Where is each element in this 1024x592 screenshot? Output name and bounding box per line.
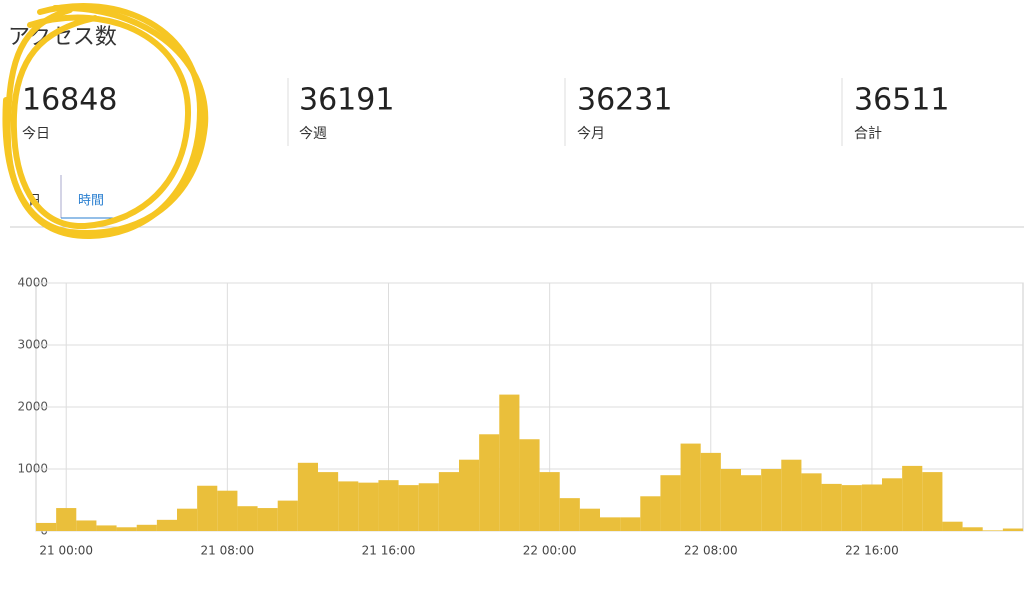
bar <box>217 490 238 531</box>
x-tick-label: 22 00:00 <box>523 544 577 558</box>
bar <box>761 469 782 531</box>
stat-label: 今日 <box>22 126 50 142</box>
y-tick-label: 1000 <box>17 462 48 476</box>
bar <box>136 524 157 531</box>
bar <box>640 496 661 531</box>
bar <box>237 506 258 531</box>
y-tick-label: 2000 <box>17 400 48 414</box>
stat-value: 16848 <box>22 83 117 118</box>
bar <box>660 475 681 531</box>
bar <box>519 439 540 531</box>
bar <box>56 508 77 531</box>
bar <box>861 484 882 531</box>
bar <box>741 475 762 531</box>
bar <box>680 443 701 531</box>
x-tick-label: 22 08:00 <box>684 544 738 558</box>
stat-label: 今週 <box>299 126 327 142</box>
bar <box>479 434 500 531</box>
bar <box>982 530 1003 531</box>
bar <box>277 500 298 531</box>
bar <box>156 519 177 531</box>
bar <box>338 481 359 531</box>
bar <box>438 472 459 531</box>
stats: 16848 今日 36191 今週 36231 今月 36511 合計 <box>22 83 949 143</box>
bar <box>579 508 600 531</box>
bar <box>720 469 741 531</box>
x-tick-label: 22 16:00 <box>845 544 899 558</box>
x-tick-label: 21 00:00 <box>39 544 93 558</box>
bar <box>459 459 480 531</box>
y-tick-label: 4000 <box>17 276 48 290</box>
bar <box>922 472 943 531</box>
x-tick-label: 21 08:00 <box>201 544 255 558</box>
bar <box>76 520 97 531</box>
stat-label: 今月 <box>577 126 605 142</box>
bar <box>942 521 963 531</box>
bar <box>358 482 379 531</box>
stat-label: 合計 <box>854 126 882 142</box>
bar <box>620 517 641 531</box>
y-tick-label: 3000 <box>17 338 48 352</box>
bar <box>36 522 57 531</box>
bar <box>499 394 520 531</box>
bar <box>96 525 117 531</box>
x-tick-label: 21 16:00 <box>362 544 416 558</box>
bar <box>1002 528 1023 531</box>
bar <box>398 485 419 531</box>
bar <box>559 498 580 531</box>
highlight-scribble <box>2 3 209 240</box>
bar <box>781 459 802 531</box>
bar <box>841 485 862 531</box>
bar <box>821 483 842 531</box>
bar <box>116 527 137 531</box>
bar <box>197 485 218 531</box>
bar <box>700 452 721 531</box>
stat-value: 36511 <box>854 83 949 118</box>
bar <box>318 472 339 531</box>
bar <box>902 465 923 531</box>
bar <box>801 473 822 531</box>
bar <box>882 478 903 531</box>
stat-value: 36191 <box>299 83 394 118</box>
bar <box>600 517 621 531</box>
bar <box>257 508 278 531</box>
stat-value: 36231 <box>577 83 672 118</box>
tab-hour[interactable]: 時間 <box>78 194 104 209</box>
bar <box>418 483 439 531</box>
bar <box>539 472 560 531</box>
bar <box>177 508 198 531</box>
bar <box>297 462 318 531</box>
bar <box>378 480 399 531</box>
bar <box>962 527 983 531</box>
